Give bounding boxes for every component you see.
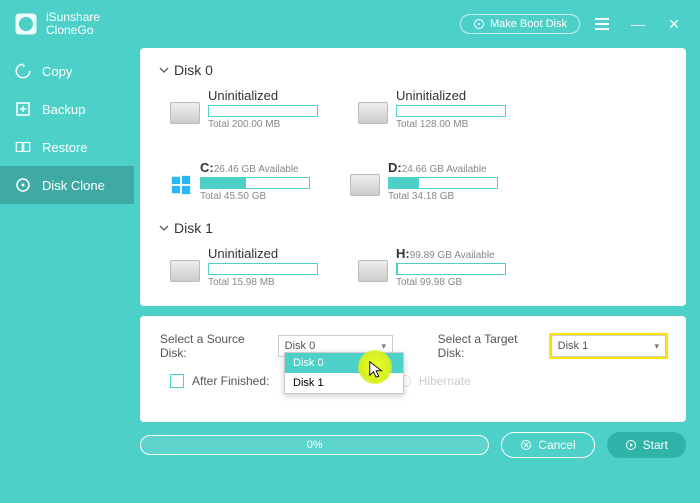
logo-icon [12, 10, 40, 38]
usage-bar [396, 105, 506, 117]
dropdown-option-disk1[interactable]: Disk 1 [285, 373, 403, 393]
partition-d1p0[interactable]: Uninitialized Total 15.98 MB [170, 246, 318, 288]
after-finished-checkbox[interactable] [170, 374, 184, 388]
drive-icon [358, 260, 388, 282]
sidebar: Copy Backup Restore Disk Clone [0, 48, 134, 503]
nav-backup[interactable]: Backup [0, 90, 134, 128]
chevron-down-icon [158, 64, 170, 76]
drive-avail: 26.46 GB Available [214, 164, 299, 175]
progress-bar: 0% [140, 435, 489, 455]
partition-d0p1[interactable]: Uninitialized Total 128.00 MB [358, 88, 506, 130]
nav-copy[interactable]: Copy [0, 52, 134, 90]
drive-letter: C: [200, 160, 214, 175]
usage-bar [396, 263, 506, 275]
nav-disk-clone[interactable]: Disk Clone [0, 166, 134, 204]
source-disk-dropdown: Disk 0 Disk 1 [284, 352, 404, 394]
chevron-down-icon: ▾ [381, 341, 386, 352]
nav-disk-clone-label: Disk Clone [42, 178, 105, 193]
drive-icon [170, 102, 200, 124]
disk0-header[interactable]: Disk 0 [158, 62, 668, 78]
minimize-button[interactable]: — [624, 10, 652, 38]
nav-restore[interactable]: Restore [0, 128, 134, 166]
windows-icon [170, 174, 192, 196]
make-boot-disk-button[interactable]: Make Boot Disk [460, 14, 580, 34]
partition-label: Uninitialized [208, 88, 318, 103]
partition-total: Total 45.50 GB [200, 191, 310, 202]
start-button[interactable]: Start [607, 432, 686, 458]
hibernate-label: Hibernate [419, 374, 471, 388]
after-finished-label: After Finished: [192, 374, 269, 388]
cancel-icon [520, 439, 532, 451]
dropdown-option-disk0[interactable]: Disk 0 [285, 353, 403, 373]
close-button[interactable]: ✕ [660, 10, 688, 38]
start-label: Start [643, 438, 668, 452]
nav-restore-label: Restore [42, 140, 88, 155]
disk1-header[interactable]: Disk 1 [158, 220, 668, 236]
partition-h[interactable]: H:99.89 GB Available Total 99.98 GB [358, 246, 506, 288]
drive-letter: H: [396, 246, 410, 261]
chevron-down-icon: ▾ [654, 341, 659, 352]
partition-total: Total 99.98 GB [396, 277, 506, 288]
restore-icon [14, 138, 32, 156]
usage-bar [200, 177, 310, 189]
app-name-2: CloneGo [46, 24, 100, 37]
drive-avail: 24.66 GB Available [402, 164, 487, 175]
menu-button[interactable] [588, 10, 616, 38]
partition-d0p0[interactable]: Uninitialized Total 200.00 MB [170, 88, 318, 130]
disk0-label: Disk 0 [174, 62, 213, 78]
target-disk-select[interactable]: Disk 1 ▾ [551, 335, 666, 357]
partition-total: Total 200.00 MB [208, 119, 318, 130]
app-logo: iSunshare CloneGo [12, 10, 100, 38]
drive-avail: 99.89 GB Available [410, 250, 495, 261]
cancel-label: Cancel [538, 438, 575, 452]
disc-icon [473, 18, 485, 30]
copy-icon [14, 62, 32, 80]
progress-value: 0% [307, 439, 323, 451]
partition-total: Total 128.00 MB [396, 119, 506, 130]
partition-label: Uninitialized [208, 246, 318, 261]
target-disk-label: Select a Target Disk: [438, 332, 543, 360]
partition-c[interactable]: C:26.46 GB Available Total 45.50 GB [170, 160, 310, 202]
drive-icon [170, 260, 200, 282]
footer: 0% Cancel Start [140, 432, 686, 458]
disk1-label: Disk 1 [174, 220, 213, 236]
partition-d[interactable]: D:24.66 GB Available Total 34.18 GB [350, 160, 498, 202]
partition-label: Uninitialized [396, 88, 506, 103]
usage-bar [208, 105, 318, 117]
partition-total: Total 34.18 GB [388, 191, 498, 202]
source-disk-label: Select a Source Disk: [160, 332, 270, 360]
partition-total: Total 15.98 MB [208, 277, 318, 288]
nav-backup-label: Backup [42, 102, 85, 117]
usage-bar [388, 177, 498, 189]
nav-copy-label: Copy [42, 64, 72, 79]
target-disk-value: Disk 1 [558, 340, 589, 352]
drive-letter: D: [388, 160, 402, 175]
drive-icon [350, 174, 380, 196]
usage-bar [208, 263, 318, 275]
titlebar: iSunshare CloneGo Make Boot Disk — ✕ [0, 0, 700, 48]
make-boot-disk-label: Make Boot Disk [490, 18, 567, 30]
cancel-button[interactable]: Cancel [501, 432, 594, 458]
play-icon [625, 439, 637, 451]
disks-panel: Disk 0 Uninitialized Total 200.00 MB Uni… [140, 48, 686, 306]
source-disk-value: Disk 0 [285, 340, 316, 352]
backup-icon [14, 100, 32, 118]
disk-clone-icon [14, 176, 32, 194]
chevron-down-icon [158, 222, 170, 234]
controls-panel: Select a Source Disk: Disk 0 ▾ Select a … [140, 316, 686, 422]
drive-icon [358, 102, 388, 124]
